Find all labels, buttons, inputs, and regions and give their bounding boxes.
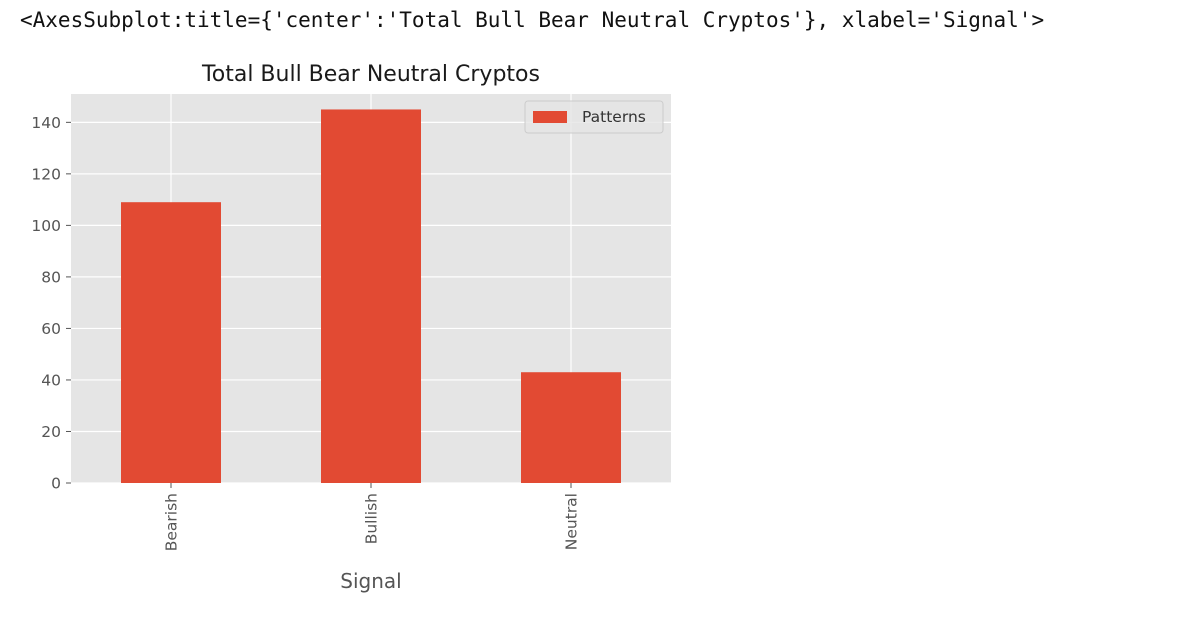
legend-swatch [533,111,567,123]
y-tick-label: 0 [51,475,61,493]
y-tick-label: 60 [41,320,61,338]
y-tick-label: 140 [31,114,61,132]
bar-bullish [321,109,421,483]
y-tick-label: 100 [31,217,61,235]
x-axis-label: Signal [340,569,401,593]
chart-title: Total Bull Bear Neutral Cryptos [201,62,540,87]
y-tick-label: 80 [41,268,61,286]
legend-label: Patterns [582,108,646,126]
bar-bearish [121,202,221,483]
legend: Patterns [524,100,664,134]
y-tick-label: 120 [31,165,61,183]
bars [121,109,621,483]
x-axis-ticks: Bearish Bullish Neutral [163,483,581,551]
y-tick-label: 40 [41,371,61,389]
y-tick-label: 20 [41,423,61,441]
y-axis-ticks: 0 20 40 60 80 100 120 140 [31,114,71,493]
x-tick-label: Bullish [363,493,381,544]
x-tick-label: Bearish [163,493,181,551]
bar-neutral [521,372,621,483]
x-tick-label: Neutral [563,493,581,550]
legend-box [524,100,664,134]
cell-output-repr: <AxesSubplot:title={'center':'Total Bull… [20,8,1045,32]
